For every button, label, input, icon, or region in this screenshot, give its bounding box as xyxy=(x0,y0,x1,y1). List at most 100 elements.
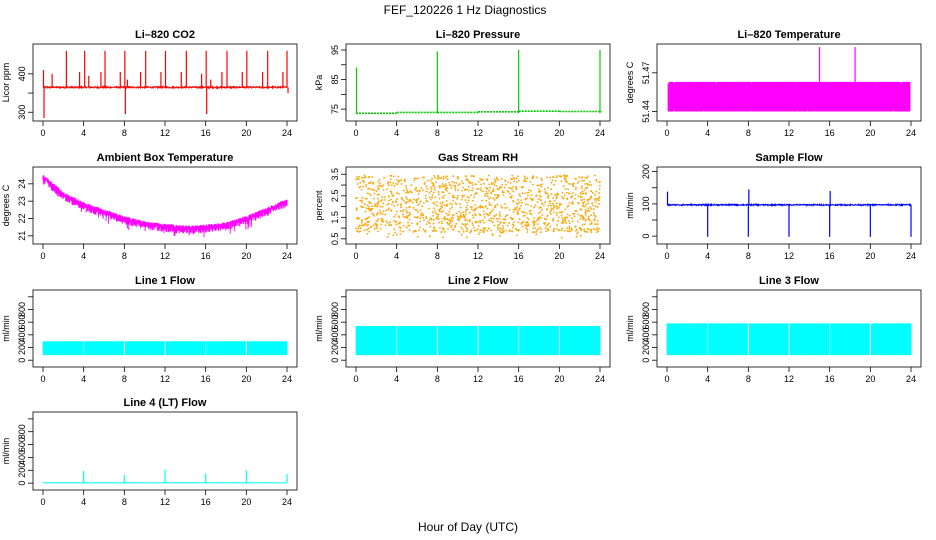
x-axis: 0 4 8 12 16 20 24 xyxy=(40,367,292,384)
data-point xyxy=(470,206,472,209)
data-point xyxy=(384,213,387,216)
data-point xyxy=(360,188,363,191)
series-data xyxy=(42,469,288,484)
data-point xyxy=(457,183,460,186)
data-point xyxy=(447,214,449,216)
data-point xyxy=(492,197,495,199)
data-point xyxy=(387,199,390,202)
data-point xyxy=(570,196,573,199)
data-point xyxy=(409,190,411,193)
data-point xyxy=(594,205,597,208)
data-point xyxy=(426,200,429,203)
data-point xyxy=(451,206,453,209)
data-point xyxy=(427,179,429,182)
data-point xyxy=(450,187,453,189)
data-point xyxy=(393,219,395,222)
data-point xyxy=(397,192,400,195)
data-point xyxy=(355,227,357,230)
data-point xyxy=(376,227,379,230)
data-point xyxy=(501,177,503,180)
data-point xyxy=(425,223,428,226)
data-point xyxy=(581,185,583,188)
y-axis: 75 85 95 xyxy=(330,45,346,114)
data-point xyxy=(431,194,434,196)
data-point xyxy=(524,192,526,195)
data-point xyxy=(598,203,600,205)
x-axis: 0 4 8 12 16 20 24 xyxy=(664,367,916,384)
data-point xyxy=(532,199,534,201)
data-point xyxy=(392,234,395,237)
data-point xyxy=(521,225,524,228)
data-point xyxy=(488,203,491,206)
data-point xyxy=(477,225,480,227)
data-point xyxy=(472,216,475,219)
data-point xyxy=(455,181,458,184)
x-tick-label: 16 xyxy=(201,128,211,138)
data-point xyxy=(590,214,593,217)
data-point xyxy=(472,187,475,190)
data-point xyxy=(538,188,541,191)
data-point xyxy=(512,217,514,220)
data-point xyxy=(499,231,502,234)
data-point xyxy=(533,206,536,209)
data-point xyxy=(513,180,516,183)
series-data xyxy=(42,50,289,118)
data-point xyxy=(485,199,488,202)
data-point xyxy=(398,216,401,219)
data-point xyxy=(386,221,389,224)
data-point xyxy=(360,221,363,224)
data-point xyxy=(490,220,493,223)
data-point xyxy=(497,179,499,181)
data-point xyxy=(478,233,480,236)
data-point xyxy=(511,226,514,229)
x-tick-label: 0 xyxy=(40,251,45,261)
x-axis: 0 4 8 12 16 20 24 xyxy=(664,244,916,261)
data-point xyxy=(425,215,428,218)
data-point xyxy=(547,196,549,198)
data-point xyxy=(591,191,594,194)
data-point xyxy=(523,180,525,182)
data-point xyxy=(379,205,382,208)
data-point xyxy=(444,188,447,190)
data-point xyxy=(414,209,416,211)
data-point xyxy=(590,231,593,234)
x-tick-label: 8 xyxy=(122,128,127,138)
data-point xyxy=(443,204,446,207)
data-point xyxy=(364,210,367,213)
data-point xyxy=(567,220,570,222)
data-point xyxy=(596,226,599,229)
data-point xyxy=(422,214,424,217)
data-point xyxy=(593,227,595,230)
data-point xyxy=(405,189,408,192)
data-point xyxy=(471,181,474,184)
data-point xyxy=(583,179,586,182)
data-point xyxy=(466,178,468,180)
data-point xyxy=(566,227,569,230)
data-point xyxy=(575,186,577,189)
data-point xyxy=(557,229,560,232)
data-point xyxy=(444,176,447,179)
data-point xyxy=(588,228,591,231)
data-point xyxy=(520,199,523,202)
y-axis-label: ml/min xyxy=(314,315,324,342)
data-point xyxy=(377,211,379,214)
data-point xyxy=(570,229,573,231)
data-point xyxy=(549,204,552,207)
data-point xyxy=(415,230,417,233)
data-point xyxy=(498,214,501,216)
data-point xyxy=(442,191,445,194)
data-point xyxy=(433,184,435,187)
data-point xyxy=(493,215,496,217)
data-point xyxy=(459,206,462,209)
data-point xyxy=(502,191,505,194)
series-data xyxy=(666,323,912,356)
data-point xyxy=(452,213,455,216)
data-point xyxy=(578,226,581,229)
data-point xyxy=(496,220,499,223)
series-line xyxy=(42,84,288,90)
data-point xyxy=(594,197,597,200)
x-tick-label: 0 xyxy=(40,374,45,384)
data-point xyxy=(552,208,555,211)
series-data xyxy=(42,175,288,237)
data-point xyxy=(481,219,484,222)
